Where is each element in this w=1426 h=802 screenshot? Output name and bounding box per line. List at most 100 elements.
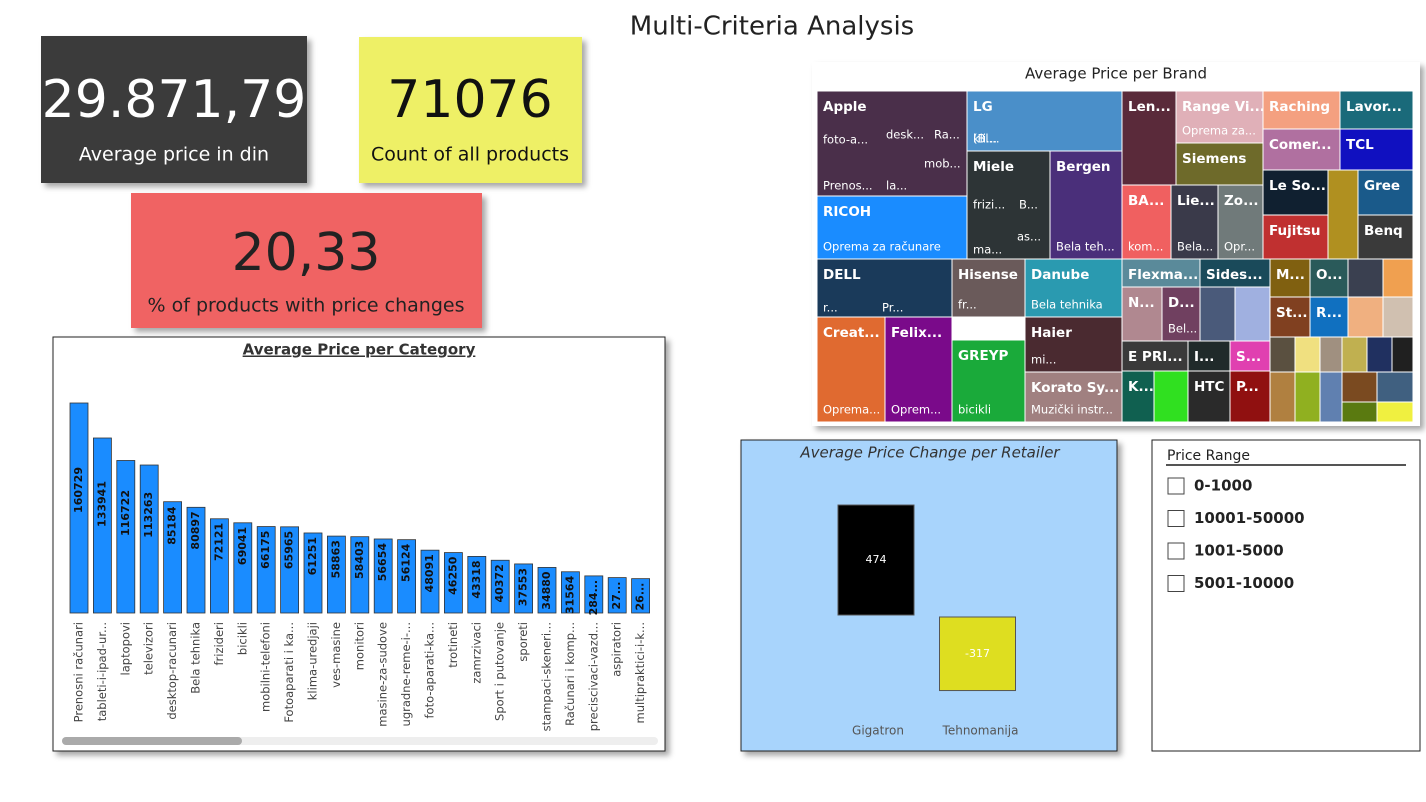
data-label: 56654 — [376, 543, 389, 582]
treemap-cell — [1319, 371, 1343, 423]
kpi-label: Average price in din — [79, 144, 269, 166]
treemap-cell — [1391, 336, 1414, 373]
treemap-cell[interactable] — [1121, 90, 1177, 186]
treemap-cell[interactable] — [1339, 90, 1414, 130]
treemap-cell — [1347, 296, 1384, 338]
treemap-cell[interactable] — [1269, 258, 1311, 298]
treemap-sublabel: bicikli — [958, 403, 991, 417]
chart-title: Average Price per Category — [243, 341, 476, 359]
bar — [139, 464, 159, 614]
data-label: 474 — [866, 553, 887, 566]
treemap-cell[interactable] — [1121, 286, 1163, 342]
treemap-cell[interactable] — [1049, 150, 1123, 260]
kpi-value: 29.871,79 — [42, 70, 307, 130]
treemap-cell[interactable] — [816, 90, 968, 197]
slicer-option[interactable]: 1001-5000 — [1194, 542, 1284, 560]
checkbox[interactable] — [1167, 510, 1185, 527]
treemap-cell — [1269, 371, 1296, 423]
data-label: 56124 — [400, 543, 413, 582]
kpi-card — [359, 37, 582, 183]
treemap-cell[interactable] — [966, 150, 1051, 260]
treemap-cell[interactable] — [1309, 258, 1349, 298]
slicer-option[interactable]: 0-1000 — [1194, 477, 1252, 495]
treemap-sublabel: desk... — [886, 128, 924, 142]
bar — [233, 522, 253, 614]
treemap-label: M... — [1276, 267, 1305, 283]
checkbox[interactable] — [1167, 575, 1185, 592]
bar — [373, 538, 393, 614]
treemap-cell[interactable] — [1357, 214, 1414, 260]
treemap-label: Sides... — [1206, 267, 1263, 283]
slicer-option[interactable]: 10001-50000 — [1194, 509, 1305, 527]
bar — [163, 501, 183, 614]
treemap-cell[interactable] — [1024, 371, 1123, 423]
bar — [350, 536, 370, 614]
treemap-cell[interactable] — [816, 195, 968, 260]
checkbox[interactable] — [1167, 542, 1185, 560]
treemap-cell[interactable] — [1229, 370, 1271, 423]
treemap-label: Apple — [823, 99, 867, 115]
treemap-cell — [1382, 258, 1414, 298]
checkbox[interactable] — [1167, 477, 1185, 495]
treemap-cell[interactable] — [884, 316, 953, 423]
treemap-label: GREYP — [958, 348, 1008, 364]
treemap-label: St... — [1276, 305, 1308, 321]
treemap-cell[interactable] — [1175, 90, 1264, 144]
treemap-cell[interactable] — [1262, 169, 1329, 216]
treemap-label: Zo... — [1224, 193, 1258, 209]
treemap-cell[interactable] — [1309, 296, 1349, 338]
treemap-cell[interactable] — [1121, 340, 1189, 372]
treemap-cell[interactable] — [1357, 169, 1414, 216]
bar — [116, 460, 136, 614]
data-label: 66175 — [259, 531, 272, 569]
treemap-label: Miele — [973, 159, 1014, 175]
treemap-cell — [1153, 370, 1189, 423]
treemap-label: Lavor... — [1346, 99, 1402, 115]
x-tick-label: tableti-i-ipad-ur... — [95, 622, 109, 721]
bar — [443, 552, 463, 614]
treemap-cell[interactable] — [1339, 128, 1414, 171]
kpi-card — [41, 36, 307, 183]
treemap-label: O... — [1316, 267, 1343, 283]
kpi-card — [131, 193, 482, 328]
treemap-cell[interactable] — [1121, 184, 1172, 260]
treemap-sublabel: Bel... — [1168, 322, 1197, 336]
treemap-cell[interactable] — [816, 316, 886, 423]
x-tick-label: masine-za-sudove — [376, 622, 390, 727]
treemap-cell[interactable] — [1229, 340, 1271, 372]
treemap-sublabel: mob... — [924, 157, 961, 171]
treemap-label: Range Vi... — [1182, 99, 1265, 115]
data-label: 160729 — [72, 467, 85, 513]
treemap-label: BA... — [1128, 193, 1164, 209]
treemap-cell — [1341, 371, 1378, 403]
treemap-cell[interactable] — [966, 90, 1123, 152]
treemap-cell[interactable] — [1262, 128, 1341, 171]
treemap-cell[interactable] — [1175, 142, 1264, 186]
treemap-sublabel: Oprema... — [823, 403, 880, 417]
treemap-cell[interactable] — [1199, 258, 1271, 288]
treemap-label: Haier — [1031, 325, 1072, 341]
x-tick-label: bicikli — [235, 622, 249, 655]
treemap-label: DELL — [823, 267, 861, 283]
treemap-label: HTC — [1194, 379, 1225, 395]
kpi-value: 71076 — [387, 70, 552, 130]
x-tick-label: monitori — [352, 622, 366, 670]
treemap-cell — [1376, 401, 1414, 423]
treemap-cell[interactable] — [1170, 184, 1219, 260]
scrollbar-thumb[interactable] — [62, 737, 242, 745]
kpi-label: % of products with price changes — [148, 295, 465, 317]
treemap-cell — [1269, 336, 1296, 373]
treemap-cell — [1294, 371, 1321, 423]
treemap-sublabel: Muzički instr... — [1031, 403, 1113, 417]
treemap-sublabel: mi... — [1031, 353, 1056, 367]
treemap-cell[interactable] — [1187, 370, 1231, 423]
x-tick-label: frizideri — [212, 622, 226, 666]
treemap-cell[interactable] — [1121, 370, 1155, 423]
treemap-label: Lie... — [1177, 193, 1215, 209]
slicer-option[interactable]: 5001-10000 — [1194, 574, 1294, 592]
treemap-cell — [1327, 169, 1359, 260]
treemap-sublabel: Oprema za računare — [823, 240, 941, 254]
treemap-cell[interactable] — [1024, 316, 1123, 373]
treemap-label: Creat... — [823, 325, 880, 341]
bar — [467, 556, 487, 614]
